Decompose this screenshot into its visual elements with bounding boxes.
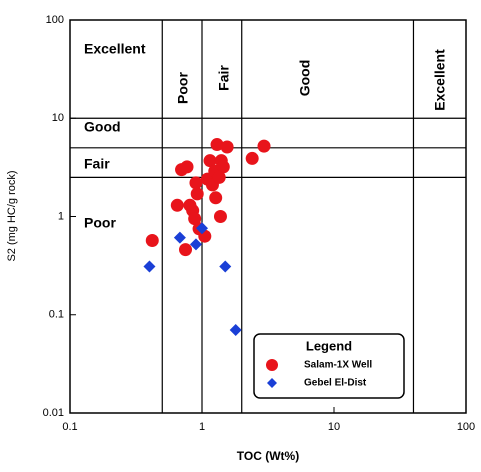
point <box>219 260 232 273</box>
legend-box <box>253 333 405 399</box>
point <box>189 176 203 190</box>
point <box>212 170 226 184</box>
point <box>257 139 271 153</box>
point <box>189 238 202 251</box>
point <box>145 233 159 247</box>
s2-class-label: Fair <box>84 156 110 172</box>
legend-marker <box>266 359 278 371</box>
point <box>220 140 234 154</box>
point <box>209 191 223 205</box>
point <box>216 160 230 174</box>
point <box>210 138 224 152</box>
point <box>143 260 156 273</box>
s2-class-label: Excellent <box>84 41 146 57</box>
s2-class-label: Poor <box>84 215 116 231</box>
y-tick-label: 10 <box>52 112 64 124</box>
point <box>170 198 184 212</box>
y-tick-label: 100 <box>46 14 64 26</box>
point <box>179 243 193 257</box>
toc-class-label: Poor <box>175 72 191 104</box>
toc-class-label: Fair <box>216 65 232 91</box>
point <box>213 210 227 223</box>
toc-class-label: Good <box>297 60 313 97</box>
point <box>203 154 217 168</box>
legend-title: Legend <box>306 338 352 353</box>
legend-marker <box>267 378 277 388</box>
x-tick-label: 1 <box>199 421 205 433</box>
toc-class-label: Excellent <box>432 49 448 111</box>
x-tick-label: 10 <box>328 421 340 433</box>
y-tick-label: 0.01 <box>43 407 64 419</box>
y-axis-label: S2 (mg HC/g rock) <box>6 170 18 261</box>
y-tick-label: 0.1 <box>49 309 64 321</box>
legend-label: Salam-1X Well <box>304 360 372 371</box>
point <box>245 151 259 165</box>
point <box>229 323 242 336</box>
x-tick-label: 100 <box>457 421 475 433</box>
x-tick-label: 0.1 <box>62 421 77 433</box>
point <box>180 160 194 174</box>
x-axis-label: TOC (Wt%) <box>237 449 299 463</box>
point <box>190 187 204 201</box>
legend-label: Gebel El-Dist <box>304 378 367 389</box>
point <box>196 222 208 235</box>
point <box>173 231 186 244</box>
point <box>188 212 202 226</box>
s2-class-label: Good <box>84 119 121 135</box>
y-tick-label: 1 <box>58 210 64 222</box>
